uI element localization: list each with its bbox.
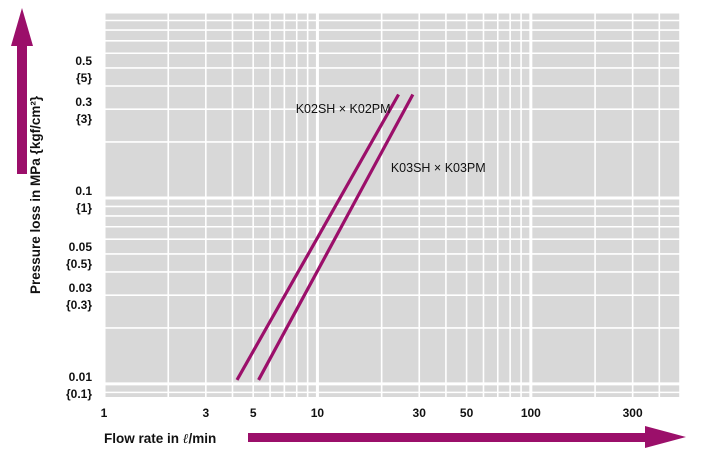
liter-symbol: ℓ	[183, 431, 189, 447]
series-line	[235, 93, 400, 381]
x-axis-title-prefix: Flow rate in	[104, 431, 183, 446]
y-tick-label-mpa: 0.03	[69, 281, 93, 295]
y-tick-label-mpa: 0.05	[69, 240, 93, 254]
y-tick-label-kgf: {0.1}	[66, 387, 92, 401]
y-tick-label-mpa: 0.01	[69, 370, 93, 384]
y-tick-label-mpa: 0.3	[75, 95, 92, 109]
series-line	[257, 93, 415, 381]
x-tick-label: 50	[460, 406, 474, 420]
grid	[102, 10, 681, 397]
y-tick-label-kgf: {1}	[76, 201, 92, 215]
x-axis-title: Flow rate in ℓ/min	[104, 431, 216, 447]
x-tick-label: 30	[413, 406, 427, 420]
series-lines: K02SH × K02PM K03SH × K03PM	[235, 93, 486, 381]
x-axis-arrow	[248, 426, 686, 448]
x-tick-label: 100	[521, 406, 541, 420]
x-tick-label: 5	[250, 406, 257, 420]
y-tick-label-mpa: 0.1	[75, 184, 92, 198]
x-tick-label: 300	[623, 406, 643, 420]
y-tick-label-mpa: 0.5	[75, 54, 92, 68]
y-tick-label-kgf: {3}	[76, 112, 92, 126]
series-label: K02SH × K02PM	[296, 102, 391, 116]
x-tick-label: 10	[311, 406, 325, 420]
plot-background	[104, 12, 680, 397]
y-tick-label-kgf: {0.3}	[66, 298, 92, 312]
x-tick-label: 1	[101, 406, 108, 420]
y-tick-label-kgf: {0.5}	[66, 257, 92, 271]
y-tick-label-kgf: {5}	[76, 71, 92, 85]
x-tick-label: 3	[202, 406, 209, 420]
tick-labels: 1 3 5 10 30 50 100 300 0.5 {5} 0.3 {3} 0.1 {1} 0.05 {0.…	[66, 54, 643, 420]
y-axis-title: Pressure loss in MPa {kgf/cm²}	[28, 95, 43, 294]
series-label: K03SH × K03PM	[391, 161, 486, 175]
y-axis-arrow	[11, 8, 33, 174]
x-axis-title-suffix: /min	[189, 431, 217, 446]
